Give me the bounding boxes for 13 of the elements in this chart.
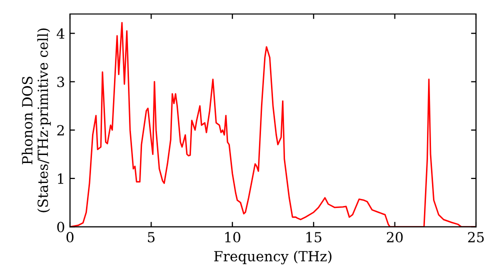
y-tick-label: 0 [57,222,64,232]
y-axis-title: Phonon DOS (States/THz·primitive cell) [22,28,51,212]
x-tick-label: 20 [386,232,403,242]
y-tick-label: 4 [56,28,64,39]
x-tick-label: 5 [148,232,155,242]
x-tick-label: 25 [468,232,484,242]
x-tick-label: 0 [66,232,74,242]
x-tick-label: 10 [225,232,240,242]
x-axis-title: Frequency (THz) [214,250,332,264]
y-tick-label: 1 [58,173,64,184]
y-tick-label: 3 [57,76,64,88]
x-tick-label: 15 [306,232,322,242]
y-tick-label: 2 [57,125,64,136]
